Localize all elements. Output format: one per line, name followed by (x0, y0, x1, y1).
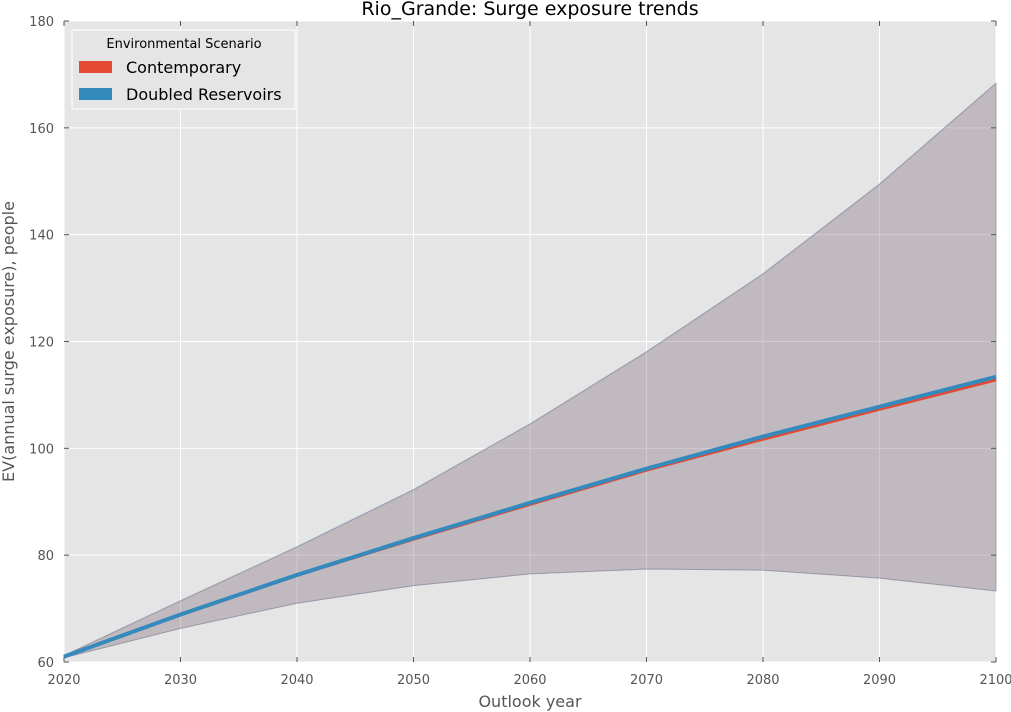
chart-title: Rio_Grande: Surge exposure trends (361, 0, 698, 20)
y-tick-label: 160 (29, 122, 54, 137)
x-tick-label: 2090 (863, 673, 896, 688)
series-lines (63, 374, 997, 659)
legend: Environmental Scenario Contemporary Doubl… (71, 29, 296, 110)
x-tick-label: 2040 (280, 673, 313, 688)
legend-items: Contemporary Doubled Reservoirs (79, 58, 282, 104)
legend-swatch (79, 88, 112, 100)
band-doubled-reservoirs (63, 81, 997, 659)
axis-ticks: 2020 2030 2040 2050 2060 2070 2080 2090 2100 60 80… (29, 15, 1011, 688)
x-axis-label: Outlook year (478, 692, 582, 711)
y-tick-label: 140 (29, 229, 54, 244)
y-tick-label: 100 (29, 442, 54, 457)
x-tick-label: 2030 (164, 673, 197, 688)
y-axis-label: EV(annual surge exposure), people (0, 201, 18, 482)
x-tick-label: 2080 (746, 673, 779, 688)
legend-label: Doubled Reservoirs (126, 85, 282, 104)
x-tick-label: 2100 (979, 673, 1011, 688)
legend-title: Environmental Scenario (106, 37, 261, 52)
y-tick-label: 80 (37, 549, 54, 564)
x-tick-label: 2050 (397, 673, 430, 688)
band-contemporary (63, 82, 997, 659)
x-tick-label: 2070 (630, 673, 663, 688)
y-tick-label: 60 (37, 656, 54, 671)
x-tick-label: 2020 (47, 673, 80, 688)
line-doubled-reservoirs (63, 374, 997, 659)
legend-label: Contemporary (126, 58, 241, 77)
legend-swatch (79, 61, 112, 73)
uncertainty-bands (63, 81, 997, 659)
y-tick-label: 180 (29, 15, 54, 30)
x-tick-label: 2060 (513, 673, 546, 688)
y-tick-label: 120 (29, 336, 54, 351)
